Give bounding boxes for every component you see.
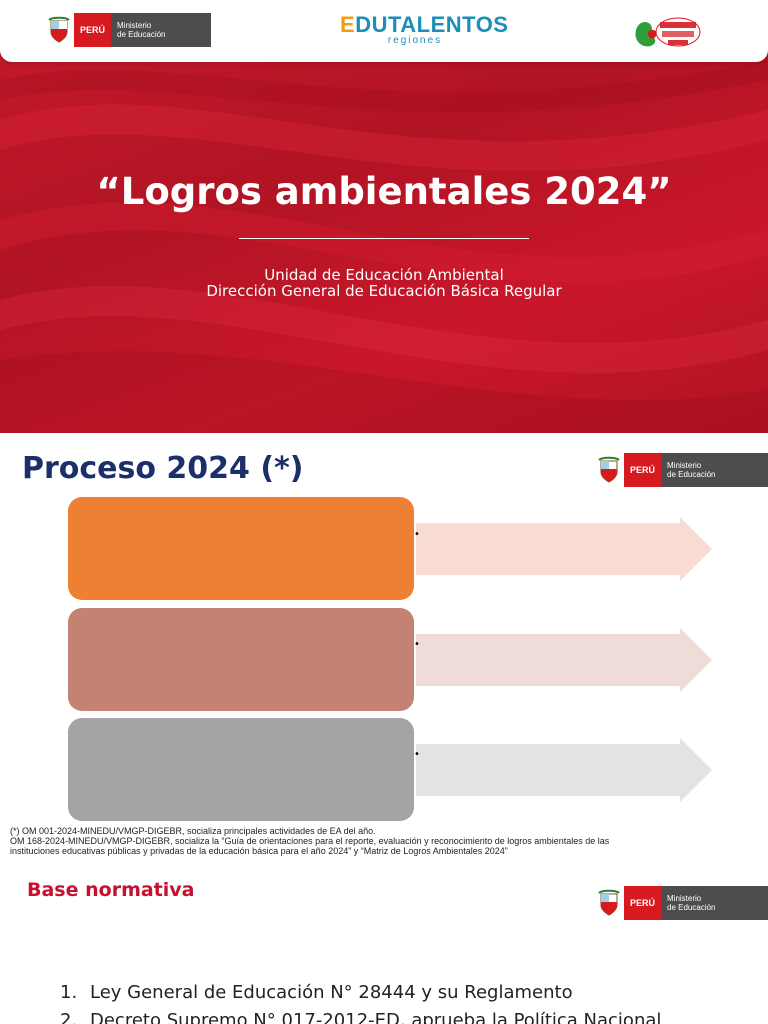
coat-of-arms-icon [48, 16, 70, 43]
minedu-logo: PERÚ Ministerio de Educación [594, 453, 768, 487]
puche-peru-logo [635, 17, 701, 47]
process-box-1 [68, 497, 414, 600]
edutalentos-logo: EDUTALENTOS regiones [340, 12, 509, 46]
ministry-label: Ministerio de Educación [661, 453, 768, 487]
process-bullet-3: • [414, 749, 420, 760]
process-bullet-1: • [414, 529, 420, 540]
process-arrow-3 [416, 738, 712, 802]
ministry-label: Ministerio de Educación [661, 886, 768, 920]
cover-subtitle: Unidad de Educación Ambiental Dirección … [206, 266, 562, 300]
cover-title: “Logros ambientales 2024” [96, 170, 672, 213]
process-arrow-2 [416, 628, 712, 692]
process-title: Proceso 2024 (*) [22, 451, 304, 486]
coat-of-arms-icon [598, 456, 620, 483]
title-divider [239, 238, 529, 239]
list-item: 1. Ley General de Educación N° 28444 y su… [60, 982, 573, 1003]
process-footnote: (*) OM 001-2024-MINEDU/VMGP-DIGEBR, soci… [10, 826, 610, 856]
cover-slide: PERÚ Ministerio de Educación EDUTALENTOS… [0, 0, 768, 433]
minedu-logo: PERÚ Ministerio de Educación [594, 886, 768, 920]
process-bullet-2: • [414, 639, 420, 650]
logo-header: PERÚ Ministerio de Educación EDUTALENTOS… [0, 0, 768, 62]
peru-label: PERÚ [624, 886, 662, 920]
process-arrow-1 [416, 517, 712, 581]
process-slide: Proceso 2024 (*) PERÚ Ministerio de Educ… [0, 433, 768, 867]
legal-basis-slide: Base normativa PERÚ Ministerio de Educac… [0, 867, 768, 1024]
process-box-3 [68, 718, 414, 821]
list-item: 2. Decreto Supremo N° 017-2012-ED, aprueb… [60, 1010, 662, 1024]
legal-basis-list: 1. Ley General de Educación N° 28444 y su… [60, 979, 760, 1024]
minedu-logo: PERÚ Ministerio de Educación [44, 13, 212, 47]
ministry-label: Ministerio de Educación [111, 13, 212, 47]
legal-basis-title: Base normativa [27, 879, 195, 901]
peru-label: PERÚ [74, 13, 112, 47]
coat-of-arms-icon [598, 889, 620, 916]
background-waves [0, 60, 768, 433]
peru-label: PERÚ [624, 453, 662, 487]
process-box-2 [68, 608, 414, 711]
